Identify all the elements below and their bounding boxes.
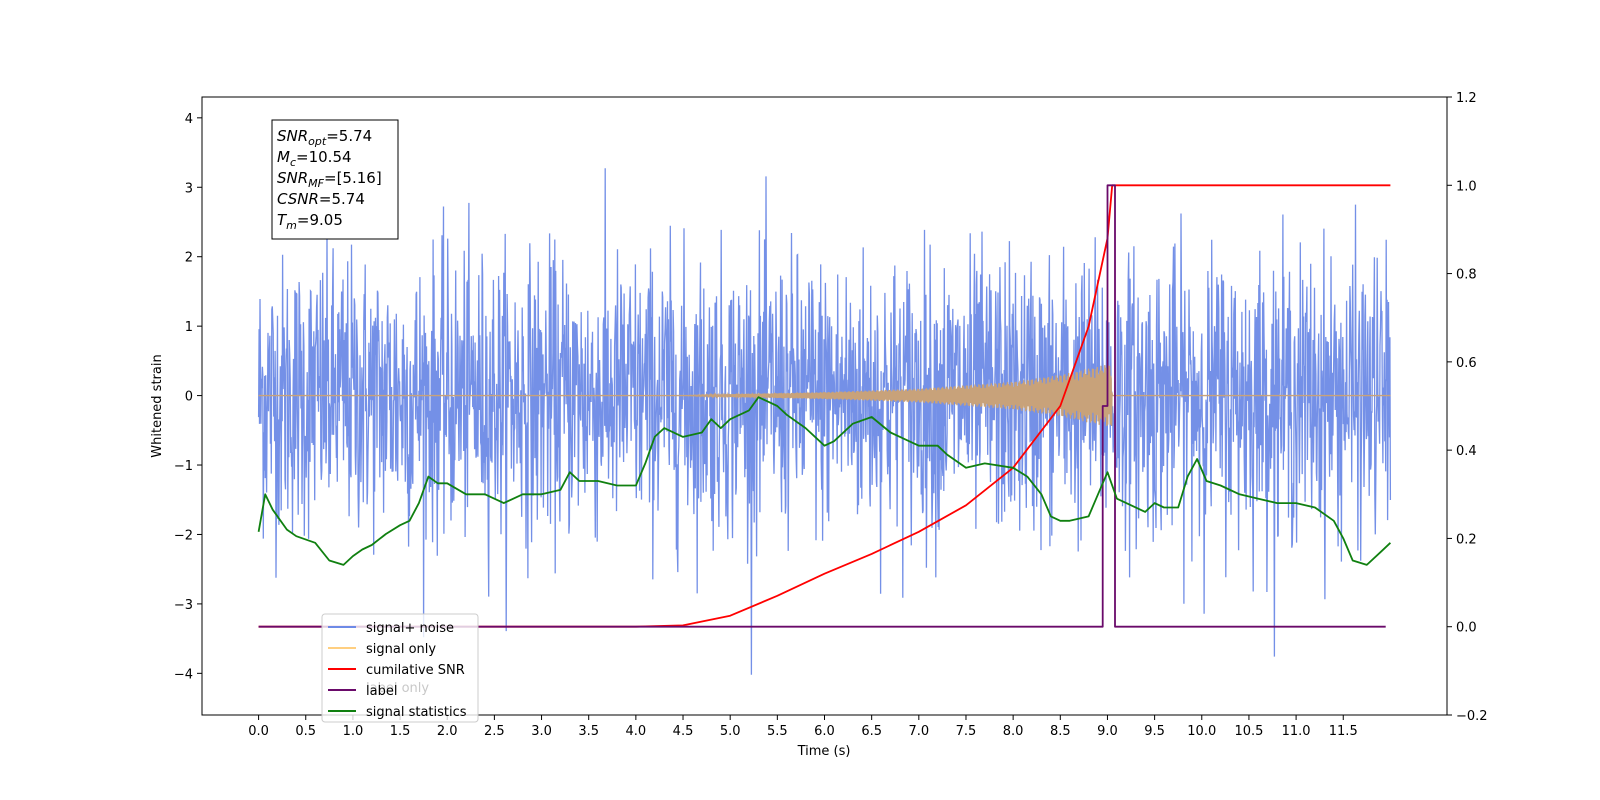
legend-label: signal only	[366, 642, 436, 657]
x-tick-label: 11.0	[1282, 724, 1311, 739]
x-tick-label: 3.5	[578, 724, 599, 739]
y-axis-right: 1.2 1.0 0.8 0.6 0.4 0.2 0.0 −0.2	[1447, 91, 1488, 724]
annotation-line: SNRMF=[5.16]	[277, 169, 382, 190]
x-tick-label: 9.0	[1097, 724, 1118, 739]
y-tick-label: −1	[174, 459, 193, 474]
x-tick-label: 6.5	[861, 724, 882, 739]
y-tick-label: 2	[185, 251, 193, 266]
y-tick-label: 0	[185, 390, 193, 405]
annotation-line: SNRopt=5.74	[277, 127, 372, 148]
x-tick-label: 0.0	[248, 724, 269, 739]
y-axis-label: Whitened strain	[150, 354, 165, 457]
series-signal-noise	[257, 168, 1392, 675]
x-tick-label: 6.0	[814, 724, 835, 739]
legend-label: signal statistics	[366, 705, 467, 720]
y2-tick-label: 0.6	[1456, 356, 1477, 371]
x-tick-label: 1.5	[390, 724, 411, 739]
legend-hidden-label: label only	[366, 681, 429, 696]
x-tick-label: 8.5	[1050, 724, 1071, 739]
y2-tick-label: 0.2	[1456, 532, 1477, 547]
y-tick-label: −2	[174, 528, 193, 543]
y2-tick-label: 0.4	[1456, 444, 1477, 459]
y-axis-left: 4 3 2 1 0 −1 −2 −3 −4	[174, 112, 202, 682]
y-tick-label: −3	[174, 598, 193, 613]
x-tick-label: 4.0	[626, 724, 647, 739]
series-cumilative-snr	[258, 184, 1391, 628]
x-tick-label: 10.5	[1234, 724, 1263, 739]
x-tick-label: 10.0	[1187, 724, 1216, 739]
x-tick-label: 7.5	[956, 724, 977, 739]
x-tick-label: 9.5	[1144, 724, 1165, 739]
y2-tick-label: 1.2	[1456, 91, 1477, 106]
y-tick-label: 1	[185, 320, 193, 335]
x-tick-label: 8.0	[1003, 724, 1024, 739]
x-tick-label: 1.0	[343, 724, 364, 739]
y2-tick-label: 0.8	[1456, 268, 1477, 283]
y2-tick-label: 1.0	[1456, 179, 1477, 194]
y2-tick-label: 0.0	[1456, 621, 1477, 636]
legend-label: signal+ noise	[366, 621, 454, 636]
annotation-box: SNRopt=5.74Mc=10.54SNRMF=[5.16]CSNR=5.74…	[271, 119, 399, 240]
x-axis: 0.0 0.5 1.0 1.5 2.0 2.5 3.0 3.5 4.0 4.5 5.0 5.5 6.0 6…	[248, 715, 1358, 739]
x-tick-label: 4.5	[673, 724, 694, 739]
series-signal-statistics	[257, 396, 1392, 566]
x-axis-label: Time (s)	[797, 744, 851, 759]
x-tick-label: 2.5	[484, 724, 505, 739]
x-tick-label: 3.0	[531, 724, 552, 739]
legend-label: cumilative SNR	[366, 663, 465, 678]
y-tick-label: 4	[185, 112, 193, 127]
x-tick-label: 11.5	[1329, 724, 1358, 739]
x-tick-label: 7.0	[908, 724, 929, 739]
legend: label only signal+ noise signal only cumila…	[321, 613, 479, 723]
y2-tick-label: −0.2	[1456, 709, 1488, 724]
series-layer	[257, 168, 1392, 675]
x-tick-label: 2.0	[437, 724, 458, 739]
x-tick-label: 0.5	[295, 724, 316, 739]
legend-label: label	[366, 684, 397, 699]
series-signal-only	[258, 365, 1391, 427]
annotation-line: Mc=10.54	[277, 148, 352, 169]
annotation-line: Tm=9.05	[277, 211, 343, 232]
series-label	[258, 184, 1386, 628]
y-tick-label: 3	[185, 181, 193, 196]
y-tick-label: −4	[174, 667, 193, 682]
x-tick-label: 5.5	[767, 724, 788, 739]
annotation-line: CSNR=5.74	[277, 190, 365, 208]
x-tick-label: 5.0	[720, 724, 741, 739]
